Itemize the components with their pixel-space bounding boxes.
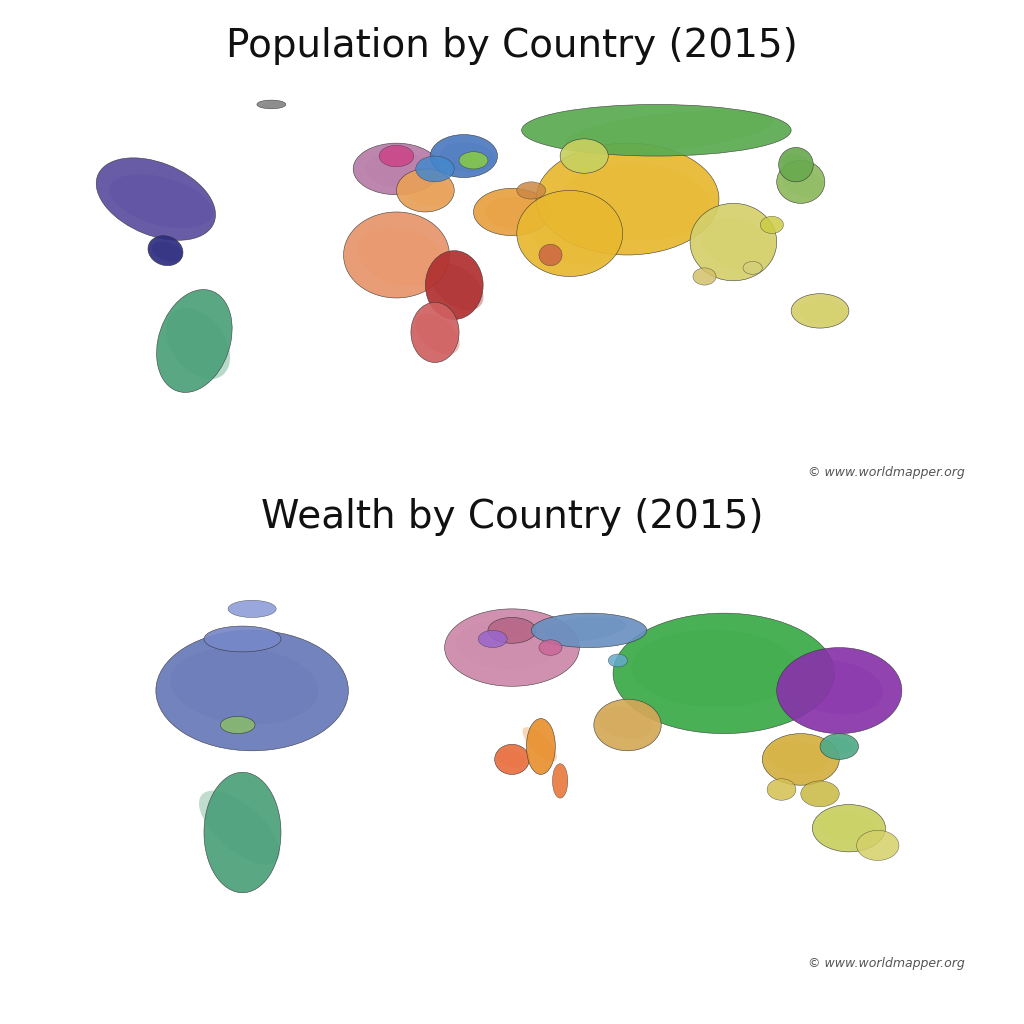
Ellipse shape [522,727,557,762]
Ellipse shape [613,613,835,733]
Ellipse shape [785,659,884,715]
Ellipse shape [552,764,568,798]
Ellipse shape [539,245,562,265]
Ellipse shape [594,699,662,751]
Ellipse shape [562,163,711,241]
Ellipse shape [110,174,213,228]
Ellipse shape [199,791,280,864]
Ellipse shape [166,308,230,379]
Ellipse shape [157,290,232,392]
Ellipse shape [411,302,459,362]
Ellipse shape [526,719,555,774]
Ellipse shape [487,617,537,643]
Ellipse shape [598,707,652,739]
Ellipse shape [812,805,886,852]
Ellipse shape [762,733,840,785]
Ellipse shape [96,158,215,241]
Ellipse shape [778,147,813,182]
Text: Population by Country (2015): Population by Country (2015) [226,27,798,66]
Ellipse shape [357,227,446,287]
Ellipse shape [801,781,840,807]
Ellipse shape [444,609,580,686]
Text: Wealth by Country (2015): Wealth by Country (2015) [261,498,763,537]
Ellipse shape [632,630,799,708]
Ellipse shape [484,197,547,229]
Ellipse shape [439,142,495,172]
Ellipse shape [767,778,796,801]
Ellipse shape [416,156,455,182]
Ellipse shape [495,744,529,774]
Ellipse shape [817,811,874,842]
Ellipse shape [344,212,450,298]
Ellipse shape [566,145,606,169]
Ellipse shape [543,616,626,641]
Ellipse shape [768,741,827,774]
Ellipse shape [517,190,623,276]
Ellipse shape [257,100,286,109]
Ellipse shape [777,161,825,204]
Ellipse shape [608,654,628,667]
Ellipse shape [170,647,318,724]
Ellipse shape [404,177,453,206]
Ellipse shape [517,182,546,199]
Ellipse shape [560,139,608,173]
Ellipse shape [492,621,528,638]
Ellipse shape [152,242,182,261]
Ellipse shape [565,111,774,153]
Ellipse shape [822,737,853,754]
Ellipse shape [478,631,507,647]
Ellipse shape [531,613,647,647]
Ellipse shape [456,620,558,670]
Ellipse shape [148,236,183,265]
Text: © www.worldmapper.org: © www.worldmapper.org [808,466,965,478]
Ellipse shape [497,749,525,768]
Ellipse shape [776,647,902,733]
Ellipse shape [792,294,849,328]
Ellipse shape [366,153,436,188]
Ellipse shape [459,152,488,169]
Ellipse shape [782,154,813,177]
Ellipse shape [204,626,281,652]
Ellipse shape [415,313,460,354]
Ellipse shape [530,206,620,265]
Ellipse shape [693,268,716,285]
Ellipse shape [761,216,783,233]
Ellipse shape [700,217,775,270]
Ellipse shape [539,640,562,655]
Ellipse shape [223,719,249,730]
Ellipse shape [857,830,899,860]
Ellipse shape [228,600,276,617]
Ellipse shape [156,631,348,751]
Ellipse shape [396,169,455,212]
Ellipse shape [425,251,483,319]
Ellipse shape [204,772,281,893]
Text: © www.worldmapper.org: © www.worldmapper.org [808,957,965,970]
Ellipse shape [782,168,823,198]
Ellipse shape [431,263,483,310]
Ellipse shape [212,629,267,647]
Ellipse shape [473,188,551,236]
Ellipse shape [430,134,498,177]
Ellipse shape [690,204,776,281]
Ellipse shape [353,143,440,195]
Ellipse shape [379,145,414,167]
Ellipse shape [521,104,792,156]
Ellipse shape [537,143,719,255]
Ellipse shape [261,101,284,108]
Ellipse shape [743,261,762,274]
Ellipse shape [820,733,858,760]
Ellipse shape [220,717,255,733]
Ellipse shape [800,300,846,324]
